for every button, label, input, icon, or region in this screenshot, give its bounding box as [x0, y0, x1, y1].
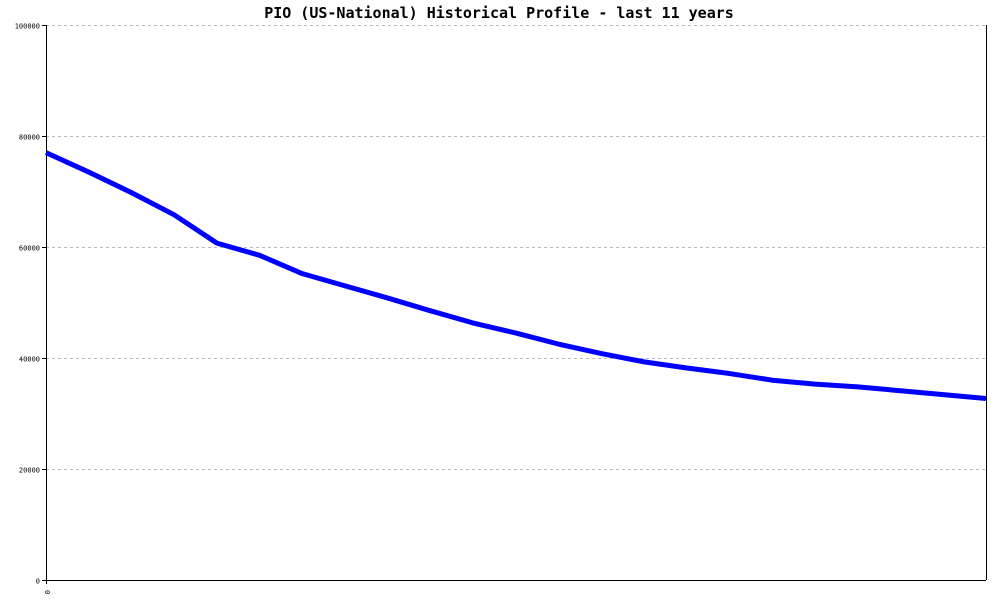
y-tick-label-4: 80000 — [19, 134, 40, 142]
x-tick-label-0: 0 — [43, 590, 51, 594]
y-tick-label-0: 0 — [36, 578, 40, 586]
y-tick-label-3: 60000 — [19, 245, 40, 253]
chart-title: PIO (US-National) Historical Profile - l… — [264, 4, 734, 22]
axes-layer: PIO (US-National) Historical Profile - l… — [15, 4, 987, 594]
series-line-0 — [44, 150, 987, 401]
series-layer — [44, 150, 987, 401]
y-tick-label-5: 100000 — [15, 23, 40, 31]
y-tick-label-1: 20000 — [19, 467, 40, 475]
grid-layer — [46, 25, 986, 470]
y-tick-label-2: 40000 — [19, 356, 40, 364]
